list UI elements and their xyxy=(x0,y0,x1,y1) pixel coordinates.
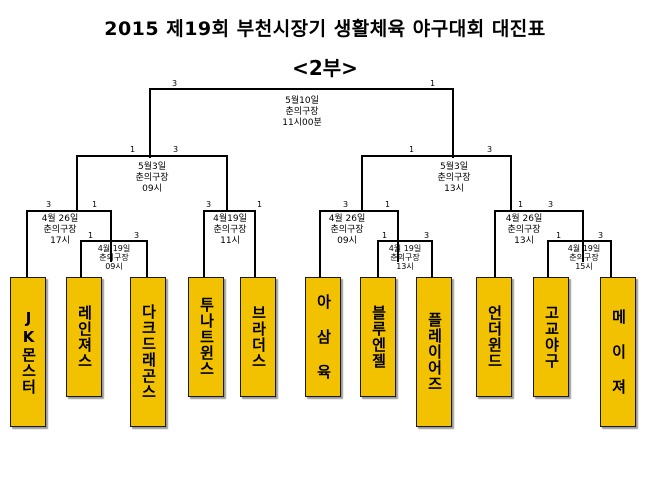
qf1-left-score: 3 xyxy=(46,200,52,209)
qf2-left-score: 3 xyxy=(206,200,212,209)
r1a-left-score: 1 xyxy=(88,231,94,240)
team-box: 언더윈드 xyxy=(476,277,512,397)
final-bracket-line xyxy=(149,88,454,158)
match-date: 4월 19일 xyxy=(567,244,601,253)
team-name: 메 이 져 xyxy=(609,309,628,395)
match-date: 4월 19일 xyxy=(97,244,131,253)
match-venue: 춘의구장 xyxy=(135,173,169,183)
semi-left-left-score: 1 xyxy=(130,145,136,154)
team-box: 플레이어즈 xyxy=(416,277,452,427)
qf1-match-info: 4월 26일 춘의구장 17시 xyxy=(28,214,92,247)
team-name: 브라더스 xyxy=(249,305,268,369)
match-venue: 춘의구장 xyxy=(507,225,541,235)
team-box: 투나트윈스 xyxy=(188,277,224,397)
qf1-bracket-line xyxy=(26,210,112,278)
qf3-match-info: 4월 26일 춘의구장 09시 xyxy=(315,214,379,247)
match-date: 4월 26일 xyxy=(41,214,79,224)
team-box: 메 이 져 xyxy=(600,277,636,427)
match-time: 13시 xyxy=(514,236,534,246)
team-box: 고교야구 xyxy=(533,277,569,397)
team-name: 고교야구 xyxy=(542,305,561,369)
r1a-right-score: 3 xyxy=(134,231,140,240)
qf3-left-score: 3 xyxy=(343,200,349,209)
semi-left-match-info: 5월3일 춘의구장 09시 xyxy=(112,162,192,195)
qf4-bracket-line xyxy=(494,210,584,278)
team-box: JK몬스터 xyxy=(10,277,46,427)
page-title: 2015 제19회 부천시장기 생활체육 야구대회 대진표 xyxy=(104,18,546,40)
match-time: 13시 xyxy=(396,262,414,271)
semi-right-right-score: 3 xyxy=(487,145,493,154)
semi-right-match-info: 5월3일 춘의구장 13시 xyxy=(414,162,494,195)
qf1-right-score: 1 xyxy=(92,200,98,209)
match-venue: 춘의구장 xyxy=(285,107,319,117)
qf2-match-info: 4월19일 춘의구장 11시 xyxy=(198,214,262,247)
r1b-left-score: 1 xyxy=(382,231,388,240)
semi-right-left-score: 1 xyxy=(409,145,415,154)
r1c-bracket-line xyxy=(547,240,612,278)
final-left-score: 3 xyxy=(172,79,178,88)
match-venue: 춘의구장 xyxy=(437,173,471,183)
match-time: 09시 xyxy=(105,262,123,271)
match-date: 4월 19일 xyxy=(388,244,422,253)
semi-left-bracket-line xyxy=(76,155,228,212)
match-time: 15시 xyxy=(575,262,593,271)
team-name: 레인져스 xyxy=(75,305,94,369)
match-time: 09시 xyxy=(142,184,162,194)
team-name: JK몬스터 xyxy=(19,309,38,395)
match-date: 5월3일 xyxy=(439,162,468,172)
team-name: 투나트윈스 xyxy=(197,297,216,377)
match-date: 5월3일 xyxy=(137,162,166,172)
qf4-right-score: 3 xyxy=(548,200,554,209)
division-label: <2부> xyxy=(292,56,358,80)
r1c-right-score: 3 xyxy=(598,231,604,240)
match-date: 4월19일 xyxy=(213,214,247,224)
r1c-match-info: 4월 19일 춘의구장 15시 xyxy=(552,244,616,271)
qf3-right-score: 1 xyxy=(385,200,391,209)
r1b-right-score: 3 xyxy=(424,231,430,240)
match-date: 5월10일 xyxy=(285,96,319,106)
team-name: 블루엔젤 xyxy=(369,305,388,369)
team-box: 레인져스 xyxy=(66,277,102,397)
match-venue: 춘의구장 xyxy=(569,253,599,262)
team-name: 다크드래곤스 xyxy=(139,304,158,400)
team-box: 다크드래곤스 xyxy=(130,277,166,427)
qf4-left-score: 1 xyxy=(518,200,524,209)
semi-right-bracket-line xyxy=(361,155,512,212)
match-time: 11시 xyxy=(220,236,240,246)
qf2-bracket-line xyxy=(203,210,256,278)
final-match-info: 5월10일 춘의구장 11시00분 xyxy=(262,96,342,129)
qf3-bracket-line xyxy=(319,210,399,278)
r1a-match-info: 4월 19일 춘의구장 09시 xyxy=(82,244,146,271)
qf2-right-score: 1 xyxy=(257,200,263,209)
match-time: 17시 xyxy=(50,236,70,246)
team-name: 아 삼 육 xyxy=(314,294,333,380)
r1c-left-score: 1 xyxy=(556,231,562,240)
team-box: 아 삼 육 xyxy=(305,277,341,397)
match-time: 11시00분 xyxy=(282,118,322,128)
team-name: 언더윈드 xyxy=(485,305,504,369)
semi-left-right-score: 3 xyxy=(173,145,179,154)
match-venue: 춘의구장 xyxy=(213,225,247,235)
team-box: 브라더스 xyxy=(240,277,276,397)
r1b-match-info: 4월 19일 춘의구장 13시 xyxy=(373,244,437,271)
qf4-match-info: 4월 26일 춘의구장 13시 xyxy=(492,214,556,247)
match-venue: 춘의구장 xyxy=(330,225,364,235)
team-box: 블루엔젤 xyxy=(360,277,396,397)
r1b-bracket-line xyxy=(377,240,433,278)
match-venue: 춘의구장 xyxy=(390,253,420,262)
match-venue: 춘의구장 xyxy=(99,253,129,262)
r1a-bracket-line xyxy=(80,240,148,278)
match-venue: 춘의구장 xyxy=(43,225,77,235)
match-date: 4월 26일 xyxy=(505,214,543,224)
match-date: 4월 26일 xyxy=(328,214,366,224)
final-right-score: 1 xyxy=(430,79,436,88)
match-time: 13시 xyxy=(444,184,464,194)
team-name: 플레이어즈 xyxy=(425,312,444,392)
match-time: 09시 xyxy=(337,236,357,246)
